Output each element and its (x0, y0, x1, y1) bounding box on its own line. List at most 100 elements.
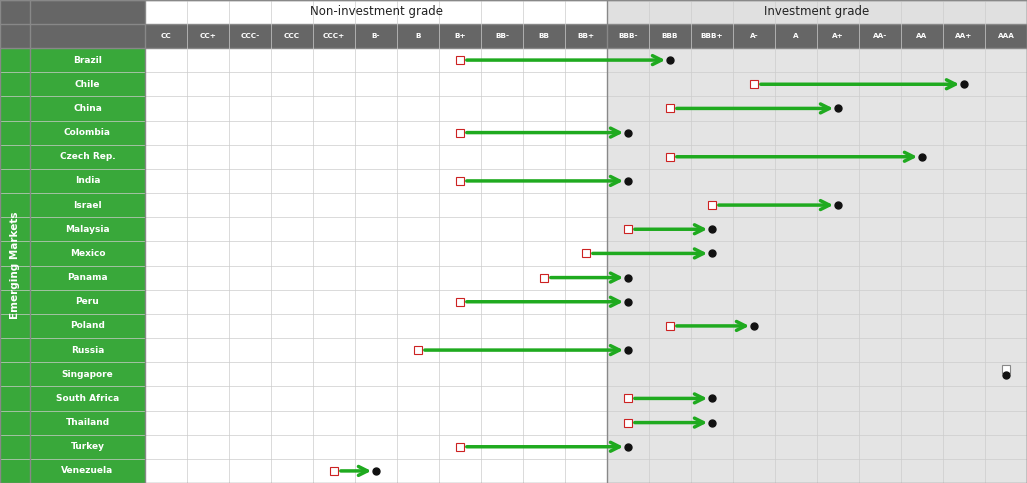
Bar (665, 322, 674, 330)
Text: A-: A- (750, 33, 758, 39)
Text: BBB+: BBB+ (700, 33, 723, 39)
Bar (607, 72, 1027, 96)
Bar (145, 217, 607, 242)
Text: Peru: Peru (76, 297, 100, 306)
Bar (607, 386, 1027, 411)
Text: Non-investment grade: Non-investment grade (309, 5, 443, 18)
Text: BB-: BB- (495, 33, 509, 39)
Bar (456, 177, 464, 185)
Bar (607, 217, 1027, 242)
Bar (30, 459, 145, 483)
Text: Mexico: Mexico (70, 249, 105, 258)
Text: Venezuela: Venezuela (62, 467, 114, 475)
Text: Emerging Markets: Emerging Markets (10, 212, 20, 319)
Text: BBB-: BBB- (618, 33, 638, 39)
Bar (456, 443, 464, 451)
Text: A: A (793, 33, 799, 39)
Text: CC: CC (160, 33, 172, 39)
Bar (145, 411, 607, 435)
Bar (0, 0, 145, 24)
Bar (30, 242, 145, 266)
Text: Russia: Russia (71, 345, 104, 355)
Bar (607, 362, 1027, 386)
Text: India: India (75, 176, 101, 185)
Bar (607, 338, 1027, 362)
Text: Poland: Poland (70, 321, 105, 330)
Bar (708, 201, 716, 209)
Bar (607, 48, 1027, 72)
Text: South Africa: South Africa (55, 394, 119, 403)
Text: Brazil: Brazil (73, 56, 102, 65)
Bar (145, 362, 607, 386)
Bar (607, 435, 1027, 459)
Text: B+: B+ (454, 33, 466, 39)
Bar (30, 48, 145, 72)
Bar (145, 145, 607, 169)
Bar (540, 273, 548, 282)
Bar (145, 169, 607, 193)
Text: AA: AA (916, 33, 927, 39)
Bar (30, 217, 145, 242)
Bar (145, 386, 607, 411)
Bar (665, 104, 674, 113)
Bar (624, 225, 632, 233)
Bar (624, 395, 632, 402)
Text: Turkey: Turkey (71, 442, 105, 451)
Bar (145, 72, 607, 96)
Text: Thailand: Thailand (66, 418, 110, 427)
Text: CCC+: CCC+ (322, 33, 345, 39)
Text: AA+: AA+ (955, 33, 973, 39)
Text: B: B (415, 33, 421, 39)
Bar (30, 290, 145, 314)
Bar (30, 120, 145, 145)
Bar (145, 338, 607, 362)
Text: Panama: Panama (67, 273, 108, 282)
Bar (330, 467, 338, 475)
Text: BB+: BB+ (577, 33, 595, 39)
Bar (145, 459, 607, 483)
Bar (607, 314, 1027, 338)
Text: CCC-: CCC- (240, 33, 260, 39)
Bar (30, 193, 145, 217)
Bar (30, 169, 145, 193)
Bar (145, 96, 607, 120)
Bar (1002, 365, 1010, 373)
Bar (0, 24, 1027, 48)
Bar (607, 242, 1027, 266)
Text: AA-: AA- (873, 33, 887, 39)
Text: China: China (73, 104, 102, 113)
Bar (456, 298, 464, 306)
Bar (30, 145, 145, 169)
Bar (30, 411, 145, 435)
Bar (145, 120, 607, 145)
Bar (607, 193, 1027, 217)
Bar (607, 411, 1027, 435)
Text: Colombia: Colombia (64, 128, 111, 137)
Bar (665, 153, 674, 161)
Bar (624, 419, 632, 426)
Bar (607, 266, 1027, 290)
Bar (607, 459, 1027, 483)
Bar (30, 435, 145, 459)
Bar (456, 128, 464, 137)
Bar (607, 169, 1027, 193)
Bar (145, 314, 607, 338)
Bar (750, 80, 758, 88)
Text: A+: A+ (832, 33, 844, 39)
Text: Investment grade: Investment grade (764, 5, 870, 18)
Text: Singapore: Singapore (62, 370, 113, 379)
Text: Israel: Israel (73, 200, 102, 210)
Text: CC+: CC+ (199, 33, 217, 39)
Text: BBB: BBB (661, 33, 678, 39)
Bar (30, 314, 145, 338)
Text: Czech Rep.: Czech Rep. (60, 152, 115, 161)
Bar (145, 48, 607, 72)
Text: AAA: AAA (997, 33, 1015, 39)
Text: BB: BB (538, 33, 549, 39)
Bar (607, 290, 1027, 314)
Bar (607, 145, 1027, 169)
Bar (582, 249, 589, 257)
Bar (0, 48, 30, 483)
Bar (30, 266, 145, 290)
Bar (145, 290, 607, 314)
